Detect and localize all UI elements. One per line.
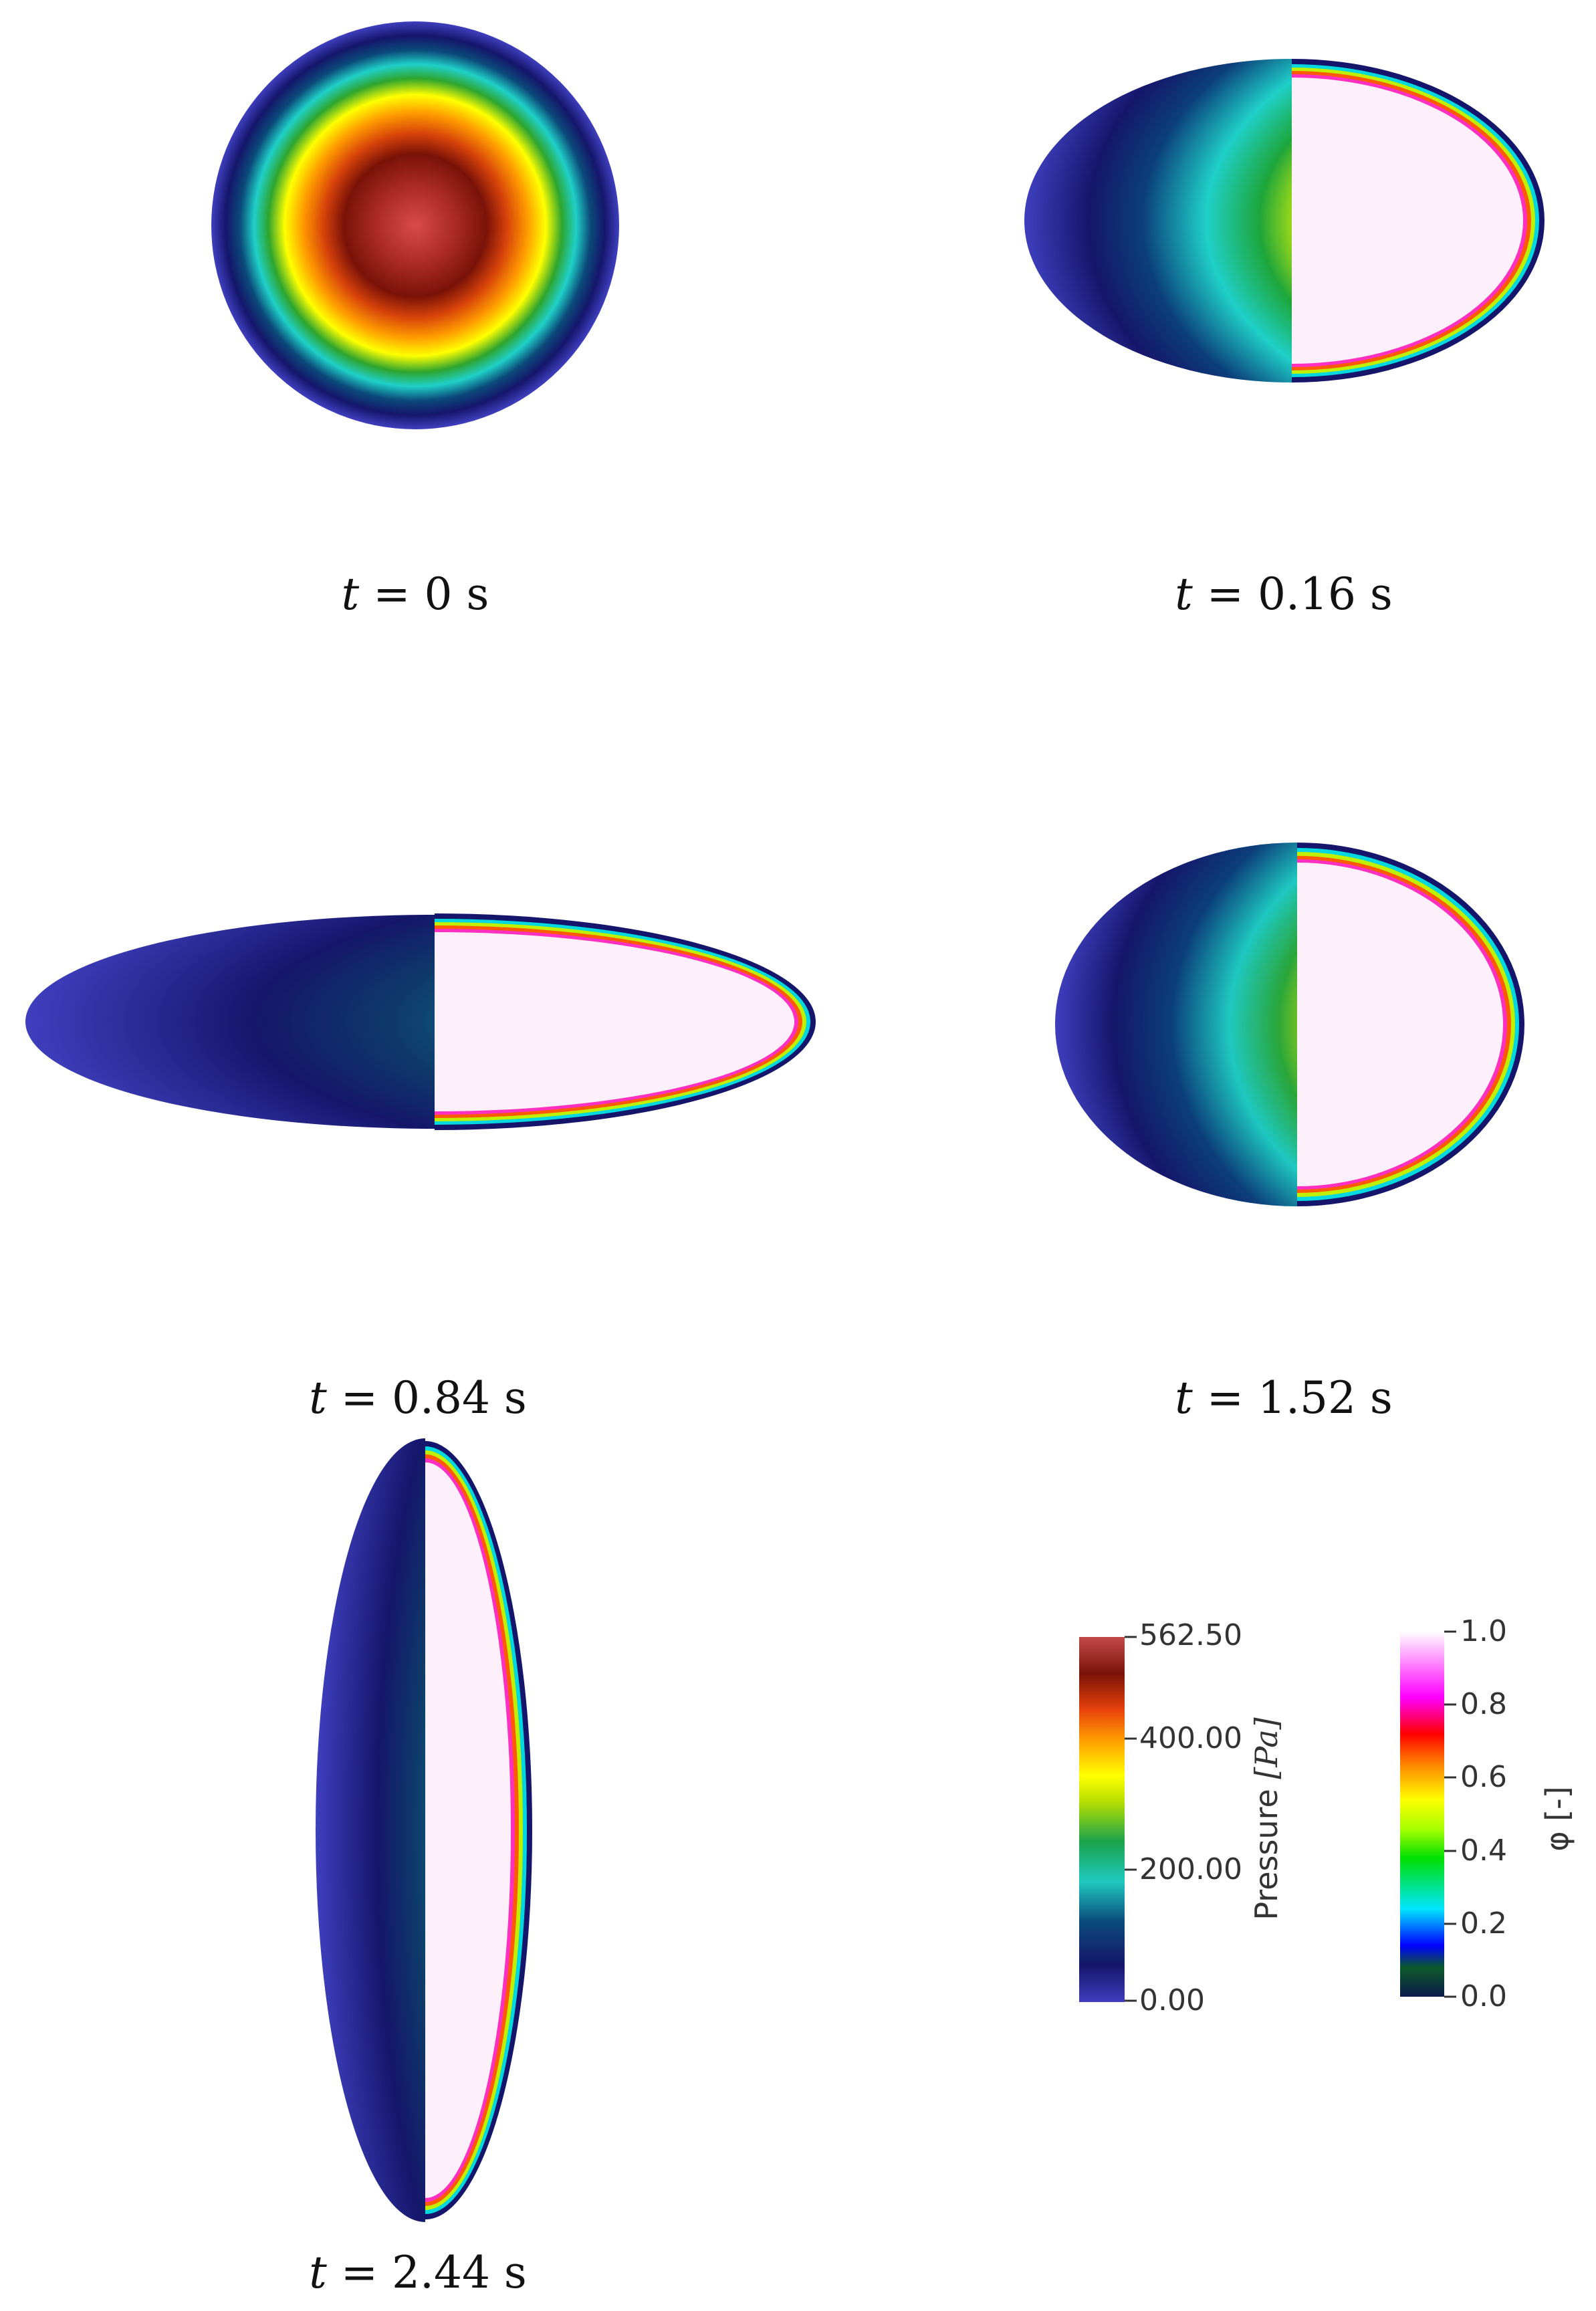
caption-t152: t = 1.52 s [1175, 1372, 1393, 1424]
panel-t084-droplet [25, 913, 816, 1130]
caption-t0: t = 0 s [341, 568, 489, 620]
pressure-colorbar: 562.50 400.00 200.00 0.00 Pressure [Pa] [1079, 1618, 1284, 2017]
panel-t016-droplet [1024, 59, 1545, 382]
caption-t016: t = 0.16 s [1175, 568, 1393, 620]
phi-tick-04: 0.4 [1460, 1834, 1507, 1868]
phi-tick-02: 0.2 [1460, 1906, 1507, 1941]
pressure-tick-562: 562.50 [1139, 1618, 1242, 1652]
pressure-colorbar-title: Pressure [Pa] [1248, 1717, 1284, 1920]
phi-colorbar-gradient [1400, 1632, 1444, 1997]
pressure-tick-200: 200.00 [1139, 1852, 1242, 1886]
phi-tick-0: 0.0 [1460, 1979, 1507, 2013]
caption-t084: t = 0.84 s [309, 1372, 527, 1424]
phi-tick-1: 1.0 [1460, 1614, 1507, 1648]
phi-colorbar-title: φ [-] [1539, 1786, 1575, 1851]
caption-t244: t = 2.44 s [309, 2247, 527, 2298]
phi-colorbar: 1.0 0.8 0.6 0.4 0.2 0.0 φ [-] [1400, 1614, 1575, 2013]
phi-tick-06: 0.6 [1460, 1760, 1507, 1794]
panel-t0-droplet [211, 21, 619, 429]
phi-tick-08: 0.8 [1460, 1687, 1507, 1721]
panel-t244-droplet [316, 1438, 532, 2222]
pressure-tick-0: 0.00 [1139, 1983, 1205, 2017]
pressure-colorbar-gradient [1079, 1637, 1125, 2002]
panel-t152-droplet [1055, 843, 1524, 1206]
pressure-tick-400: 400.00 [1139, 1721, 1242, 1755]
